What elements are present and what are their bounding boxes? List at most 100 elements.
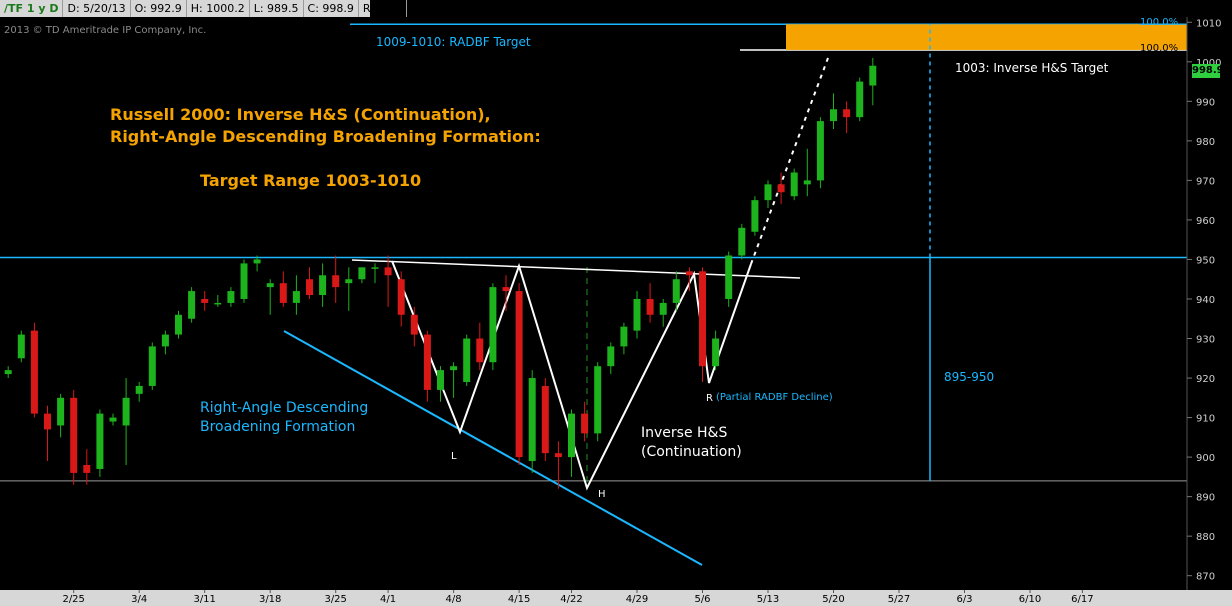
y-tick-label: 990 [1196,97,1215,108]
left-shoulder-label: L [451,451,457,462]
candle-body [620,326,628,347]
x-tick-label: 4/8 [446,594,462,605]
y-tick-label: 890 [1196,493,1215,504]
x-tick-label: 4/22 [560,594,582,605]
low-label: L: 989.5 [250,0,304,17]
y-tick-label: 1010 [1196,18,1221,29]
candle-body [725,255,733,299]
candle-body [30,330,38,414]
symbol-label[interactable]: /TF 1 y D [0,0,64,17]
range-label: R: 10.7 [359,0,407,17]
x-tick-label: 4/1 [380,594,396,605]
candle-body [659,302,667,315]
ihs-target-label: 1003: Inverse H&S Target [955,61,1109,75]
chart-title-line1: Russell 2000: Inverse H&S (Continuation)… [110,105,491,124]
pct-label-top: 100.0% [1140,17,1179,28]
candle-body [253,259,261,264]
candle-body [856,81,864,118]
x-tick-label: 6/17 [1071,594,1093,605]
ihs-label-line2: (Continuation) [641,444,742,460]
candle-body [594,366,602,434]
right-shoulder-label: R [706,393,713,404]
last-price-badge: 998.9 [1192,64,1224,78]
candle-body [646,298,654,315]
candle-body [332,275,340,288]
candle-body [175,314,182,335]
candle-body [371,267,379,269]
candle-body [672,279,680,303]
neckline [351,259,801,279]
target-zone [786,24,1187,50]
candle-body [384,267,392,276]
candle-body [214,302,222,305]
candle-body [188,291,196,319]
candle-body [843,109,851,118]
candle-body [541,385,549,454]
candle-body [122,397,130,426]
y-tick-label: 960 [1196,216,1215,227]
candle-body [4,370,12,375]
candle-body [161,334,169,347]
x-tick-label: 5/13 [757,594,779,605]
candle-body [83,465,91,473]
partial-decline-label: (Partial RADBF Decline) [716,392,833,403]
y-tick-label: 940 [1196,295,1215,306]
candle-body [423,334,431,390]
close-label: C: 998.9 [304,0,359,17]
candle-body [57,397,65,426]
candle-body [135,385,143,394]
candle-body [528,378,536,462]
candle-body [109,417,117,422]
candle-body [712,338,720,367]
y-tick-label: 870 [1196,572,1215,583]
candle-body [292,291,300,303]
y-tick-label: 880 [1196,532,1215,543]
y-tick-label: 920 [1196,374,1215,385]
y-tick-label: 970 [1196,176,1215,187]
candle-body [568,413,575,458]
candle-body [738,227,746,256]
x-tick-label: 2/25 [62,594,84,605]
candle-body [410,314,418,335]
candle-body [70,397,78,473]
y-tick-label: 980 [1196,137,1215,148]
candle-body [319,275,327,296]
candle-body [685,271,693,276]
pct-label-zone: 100.0% [1140,43,1179,54]
candle-body [489,287,497,363]
candle-body [502,287,510,292]
y-tick-label: 1000 [1196,58,1221,69]
candle-body [201,298,209,303]
date-label: D: 5/20/13 [63,0,131,17]
candle-body [17,334,25,359]
candle-body [607,346,615,367]
x-tick-label: 4/29 [626,594,648,605]
candle-body [279,283,287,303]
radbf-label-line2: Broadening Formation [200,419,356,435]
candle-body [830,109,837,122]
x-tick-label: 5/6 [694,594,710,605]
candle-body [240,263,248,299]
y-tick-label: 900 [1196,453,1215,464]
candle-body [463,338,471,382]
radbf-lower-trendline [283,330,703,566]
x-tick-label: 3/18 [259,594,281,605]
candle-body [790,172,798,197]
x-axis-panel [0,590,1232,606]
candle-body [306,279,313,296]
candle-body [554,453,562,458]
candle-body [633,298,641,331]
x-tick-label: 6/3 [956,594,972,605]
high-label: H: 1000.2 [187,0,250,17]
x-tick-label: 5/20 [822,594,844,605]
y-axis-panel [1187,17,1232,592]
radbf-target-label: 1009-1010: RADBF Target [376,35,531,49]
x-tick-label: 3/11 [193,594,215,605]
candle-body [476,338,484,363]
chart-title-line2: Right-Angle Descending Broadening Format… [110,127,541,146]
candle-body [96,413,104,469]
candle-body [699,271,706,367]
candle-body [515,291,523,458]
candle-body [777,184,785,193]
